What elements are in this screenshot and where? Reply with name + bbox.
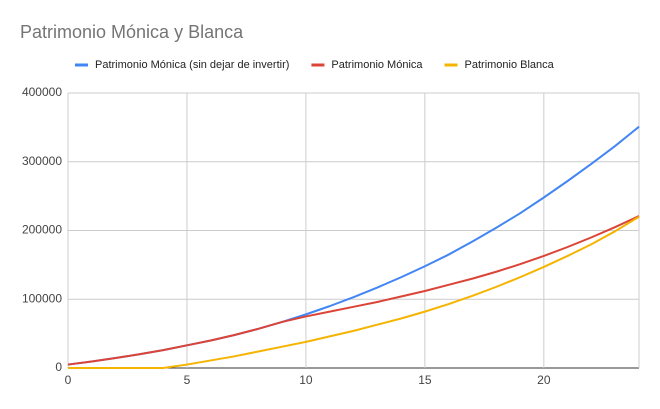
y-tick-label: 0 [55, 360, 62, 374]
series-line [68, 215, 640, 369]
series-line [67, 215, 640, 366]
y-tick-label: 300000 [22, 154, 62, 168]
legend-label: Patrimonio Blanca [465, 59, 555, 71]
x-tick-label: 20 [537, 373, 551, 387]
chart-title: Patrimonio Mónica y Blanca [20, 22, 244, 42]
y-tick-label: 100000 [22, 291, 62, 305]
y-tick-label: 200000 [22, 223, 62, 237]
series-line [67, 125, 640, 366]
legend-label: Patrimonio Mónica (sin dejar de invertir… [95, 59, 289, 71]
x-tick-label: 0 [65, 373, 72, 387]
legend-label: Patrimonio Mónica [331, 59, 423, 71]
y-tick-label: 400000 [22, 85, 62, 99]
x-tick-label: 5 [184, 373, 191, 387]
x-tick-label: 15 [418, 373, 432, 387]
x-tick-label: 10 [299, 373, 313, 387]
